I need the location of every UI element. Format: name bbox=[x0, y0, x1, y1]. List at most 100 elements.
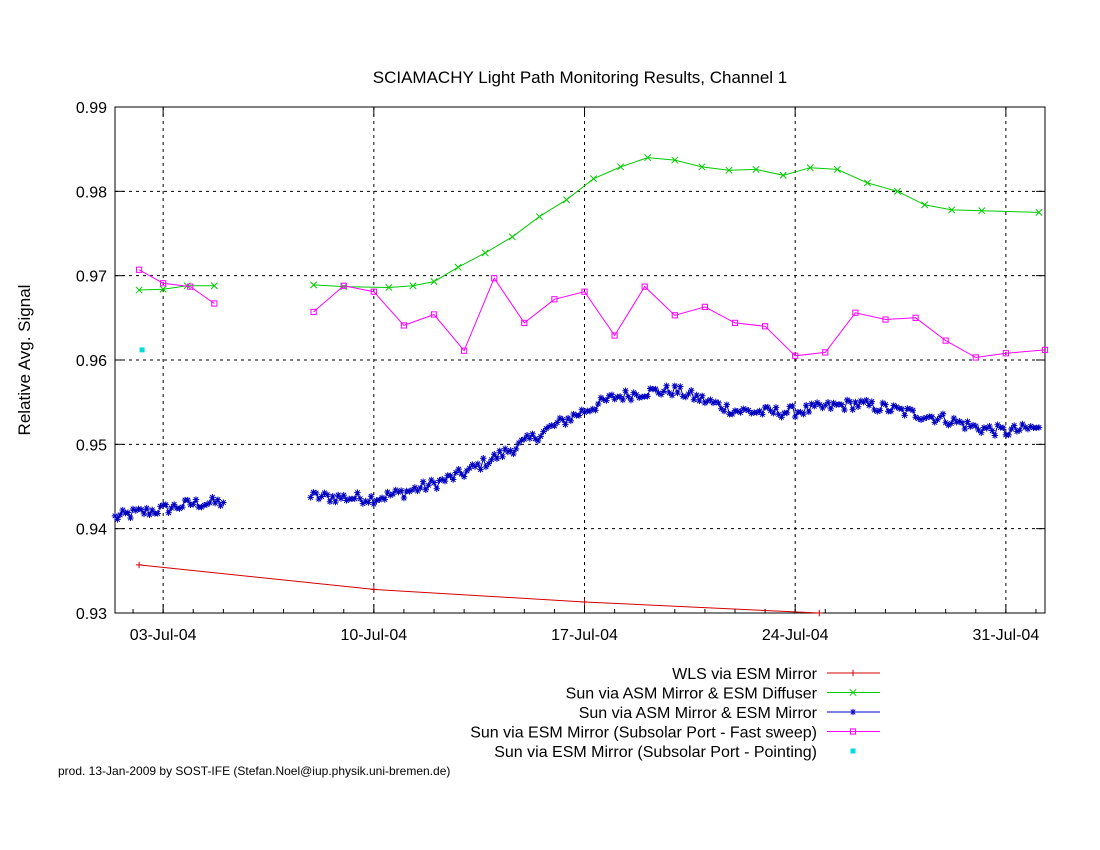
legend: WLS via ESM Mirror Sun via ASM Mirror & E… bbox=[470, 666, 880, 761]
data-point bbox=[329, 492, 336, 500]
data-point bbox=[111, 512, 119, 520]
data-point bbox=[947, 420, 955, 427]
data-point bbox=[589, 175, 598, 183]
data-point bbox=[570, 410, 577, 418]
data-point bbox=[526, 435, 533, 442]
data-point bbox=[843, 396, 851, 404]
data-point bbox=[646, 385, 654, 392]
data-point bbox=[1035, 208, 1043, 216]
series-line bbox=[313, 277, 1046, 359]
data-point bbox=[701, 303, 709, 310]
data-point bbox=[203, 501, 211, 508]
data-point bbox=[921, 201, 929, 209]
data-point bbox=[622, 387, 629, 394]
data-point bbox=[321, 489, 328, 497]
data-point bbox=[463, 467, 471, 475]
data-point bbox=[384, 488, 391, 496]
y-tick-label: 0.98 bbox=[76, 184, 107, 201]
data-point bbox=[323, 491, 331, 498]
data-point bbox=[439, 476, 446, 483]
data-point bbox=[499, 453, 506, 461]
data-point bbox=[696, 397, 703, 405]
series-2 bbox=[111, 382, 1043, 523]
data-point bbox=[370, 288, 377, 295]
data-point bbox=[132, 507, 139, 514]
data-point bbox=[679, 393, 687, 400]
data-point bbox=[770, 410, 777, 417]
data-point bbox=[792, 352, 799, 359]
data-point bbox=[605, 392, 613, 399]
data-point bbox=[1019, 420, 1026, 428]
data-point bbox=[335, 491, 342, 499]
x-tick-label: 31-Jul-04 bbox=[973, 627, 1040, 644]
data-point bbox=[452, 469, 460, 476]
data-point bbox=[454, 263, 462, 271]
data-point bbox=[406, 488, 413, 495]
x-tick-label: 24-Jul-04 bbox=[762, 627, 829, 644]
data-point bbox=[114, 516, 121, 523]
data-point bbox=[581, 288, 588, 295]
data-point bbox=[400, 322, 408, 329]
data-point bbox=[983, 425, 990, 432]
data-point bbox=[846, 398, 854, 405]
data-point bbox=[945, 422, 952, 429]
data-point bbox=[210, 282, 218, 290]
data-point bbox=[767, 407, 774, 414]
data-point bbox=[994, 421, 1001, 428]
data-point bbox=[617, 163, 625, 171]
data-point bbox=[395, 488, 402, 496]
data-point bbox=[430, 479, 438, 486]
data-point bbox=[975, 426, 982, 434]
data-point bbox=[999, 424, 1007, 431]
data-point bbox=[447, 472, 454, 479]
data-point bbox=[417, 484, 424, 492]
data-point bbox=[135, 561, 143, 569]
data-point bbox=[698, 163, 706, 171]
data-point bbox=[698, 392, 706, 399]
data-point bbox=[953, 418, 960, 426]
data-point bbox=[485, 460, 492, 467]
data-point bbox=[397, 487, 405, 494]
series-0 bbox=[135, 561, 823, 617]
data-point bbox=[668, 392, 676, 399]
data-point bbox=[518, 436, 525, 444]
y-tick-label: 0.99 bbox=[76, 100, 107, 117]
data-point bbox=[461, 347, 468, 354]
data-point bbox=[343, 497, 350, 504]
data-point bbox=[529, 430, 536, 437]
data-point bbox=[433, 485, 440, 492]
data-point bbox=[789, 402, 796, 410]
data-point bbox=[481, 249, 489, 257]
series-line bbox=[138, 269, 215, 304]
legend-marker bbox=[849, 688, 857, 697]
data-point bbox=[553, 419, 561, 426]
data-point bbox=[184, 496, 191, 504]
data-point bbox=[838, 401, 845, 408]
data-point bbox=[211, 300, 218, 307]
data-point bbox=[923, 414, 930, 421]
x-tick-label: 03-Jul-04 bbox=[130, 627, 197, 644]
data-point bbox=[521, 435, 528, 443]
data-point bbox=[179, 503, 186, 511]
data-point bbox=[143, 504, 150, 512]
data-point bbox=[964, 418, 971, 425]
data-point bbox=[797, 408, 804, 416]
data-point bbox=[707, 396, 714, 403]
data-point bbox=[1013, 428, 1021, 435]
data-point bbox=[198, 503, 205, 511]
data-point bbox=[682, 393, 689, 401]
data-point bbox=[370, 586, 378, 593]
data-point bbox=[458, 470, 465, 478]
data-point bbox=[430, 278, 438, 286]
data-point bbox=[833, 165, 841, 173]
data-point bbox=[874, 408, 881, 415]
data-point bbox=[863, 396, 870, 404]
data-point bbox=[170, 501, 178, 508]
x-tick-label: 10-Jul-04 bbox=[340, 627, 407, 644]
data-point bbox=[491, 275, 498, 282]
data-point bbox=[986, 422, 993, 430]
data-point bbox=[532, 435, 539, 442]
data-point bbox=[430, 311, 438, 318]
data-point bbox=[600, 396, 607, 403]
